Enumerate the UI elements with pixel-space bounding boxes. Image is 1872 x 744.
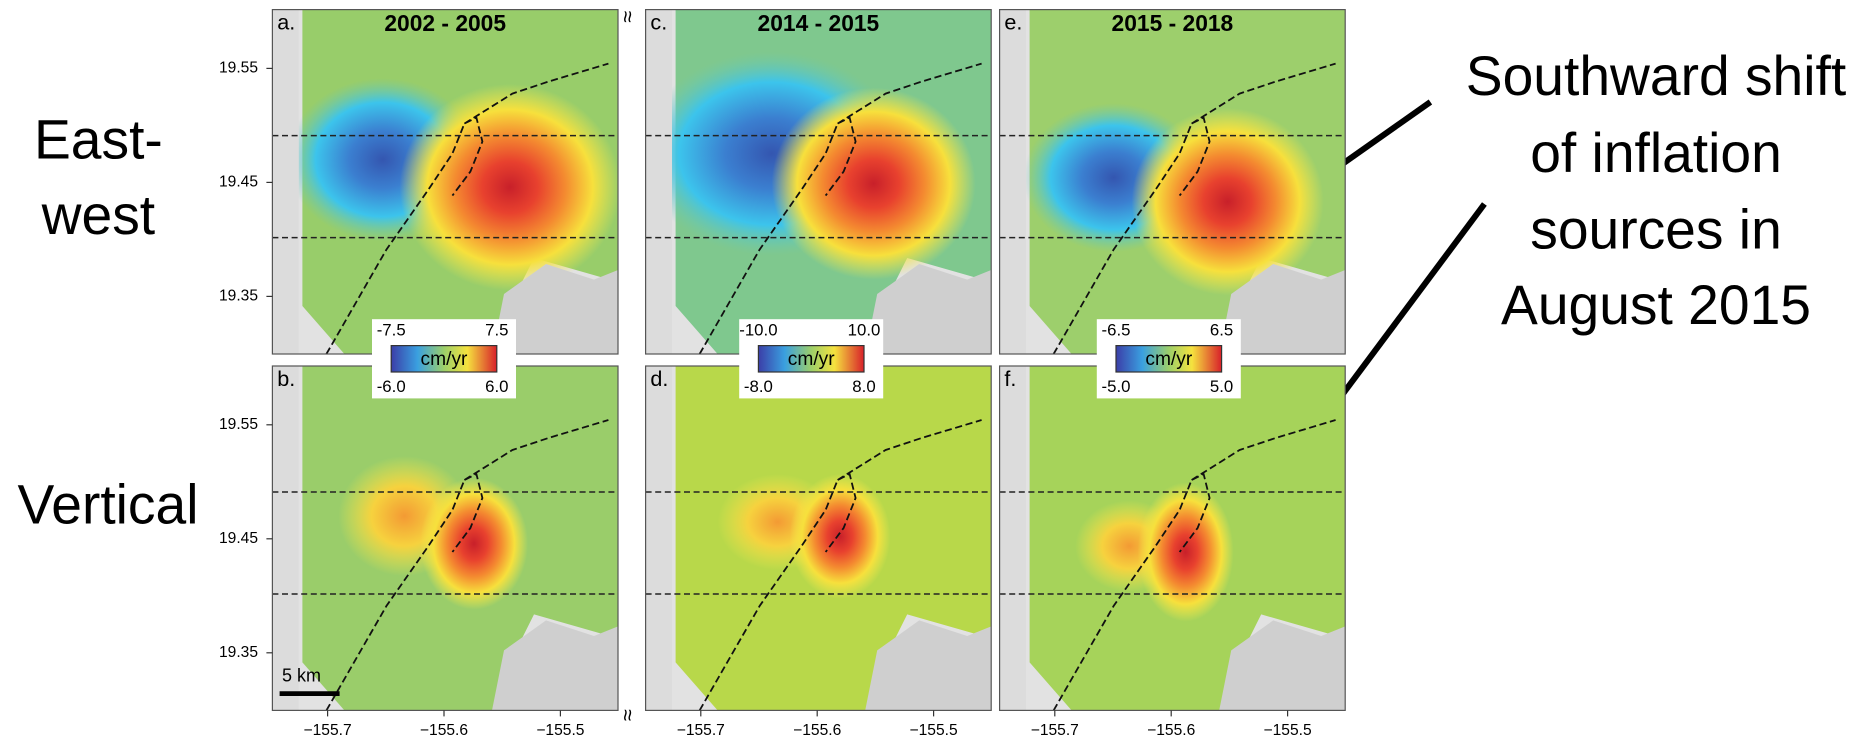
panel-title: 2015 - 2018 [1112, 10, 1234, 36]
map-panel: a. 2002 - 2005 19.55 19.45 19.35 [219, 10, 620, 354]
colorbar-label: -6.5 [1102, 321, 1131, 340]
x-tick-label: −155.7 [1031, 722, 1079, 739]
x-tick-label: −155.5 [910, 722, 958, 739]
hillshade [646, 366, 672, 710]
x-tick-label: −155.6 [420, 722, 468, 739]
colorbar-label: -5.0 [1102, 377, 1131, 396]
map-panel: c. 2014 - 2015 [640, 10, 992, 354]
colorbar-label: 5.0 [1210, 377, 1233, 396]
colorbar-label: 10.0 [848, 321, 881, 340]
figure: East- west Vertical Southward shift of i… [0, 0, 1872, 744]
panel-letter: e. [1004, 10, 1022, 35]
colorbar: -10.0 10.0 cm/yr -8.0 8.0 [739, 319, 883, 398]
colorbar-label: -8.0 [744, 377, 773, 396]
map-image [272, 10, 620, 354]
colorbar-unit: cm/yr [788, 349, 836, 370]
annotation: of inflation [1530, 122, 1782, 184]
map-image [646, 366, 992, 710]
panel-letter: b. [277, 366, 295, 391]
deformation-lobe [772, 88, 976, 280]
row-label: west [41, 184, 155, 246]
map-image [1000, 10, 1346, 354]
colorbar: -6.5 6.5 cm/yr -5.0 5.0 [1097, 319, 1241, 398]
colorbar-label: 8.0 [852, 377, 875, 396]
y-tick-label: 19.55 [219, 60, 258, 77]
deformation-lobe [420, 478, 528, 610]
colorbar-label: -7.5 [377, 321, 406, 340]
colorbar-unit: cm/yr [421, 349, 469, 370]
map-panel: d. −155.7 −155.6 −155.5 [646, 366, 992, 739]
y-tick-label: 19.45 [219, 530, 258, 547]
y-tick-label: 19.35 [219, 644, 258, 661]
deformation-lobe [400, 84, 621, 290]
panel-title: 2002 - 2005 [384, 10, 506, 36]
map-image [1000, 366, 1346, 710]
x-tick-label: −155.5 [536, 722, 584, 739]
x-tick-label: −155.7 [677, 722, 725, 739]
x-tick-label: −155.7 [304, 722, 352, 739]
colorbar-unit: cm/yr [1145, 349, 1193, 370]
axis-break: ≈ [616, 11, 641, 23]
colorbar-label: 6.0 [485, 377, 508, 396]
x-tick-label: −155.6 [793, 722, 841, 739]
map-panel: e. 2015 - 2018 [1000, 10, 1346, 354]
colorbar-label: -10.0 [739, 321, 777, 340]
hillshade [272, 10, 298, 354]
annotation: Southward shift [1466, 45, 1846, 107]
hillshade [1000, 10, 1026, 354]
panel-letter: f. [1004, 366, 1016, 391]
hillshade [272, 366, 298, 710]
y-tick-label: 19.45 [219, 174, 258, 191]
annotation: sources in [1530, 199, 1782, 261]
map-panel: b. 19.55 19.45 19.35 −155.7 −155.6 −155.5 5 km [219, 366, 618, 739]
axis-break: ≈ [616, 709, 641, 721]
panel-letter: d. [650, 366, 668, 391]
panel-title: 2014 - 2015 [758, 10, 880, 36]
panel-letter: c. [650, 10, 667, 35]
map-image [640, 10, 992, 354]
map-panel: f. −155.7 −155.6 −155.5 [1000, 366, 1346, 739]
x-tick-label: −155.6 [1147, 722, 1195, 739]
map-image [272, 366, 618, 710]
hillshade [646, 10, 672, 354]
annotation: August 2015 [1501, 274, 1811, 336]
colorbar-label: -6.0 [377, 377, 406, 396]
panel-letter: a. [277, 10, 295, 35]
hillshade [1000, 366, 1026, 710]
y-tick-label: 19.35 [219, 288, 258, 305]
deformation-lobe [1132, 108, 1324, 295]
row-label: East- [34, 109, 163, 171]
y-tick-label: 19.55 [219, 416, 258, 433]
scale-label: 5 km [282, 666, 321, 686]
colorbar-label: 7.5 [485, 321, 508, 340]
row-label: Vertical [18, 473, 199, 535]
colorbar: -7.5 7.5 cm/yr -6.0 6.0 [372, 319, 516, 398]
colorbar-label: 6.5 [1210, 321, 1233, 340]
x-tick-label: −155.5 [1264, 722, 1312, 739]
